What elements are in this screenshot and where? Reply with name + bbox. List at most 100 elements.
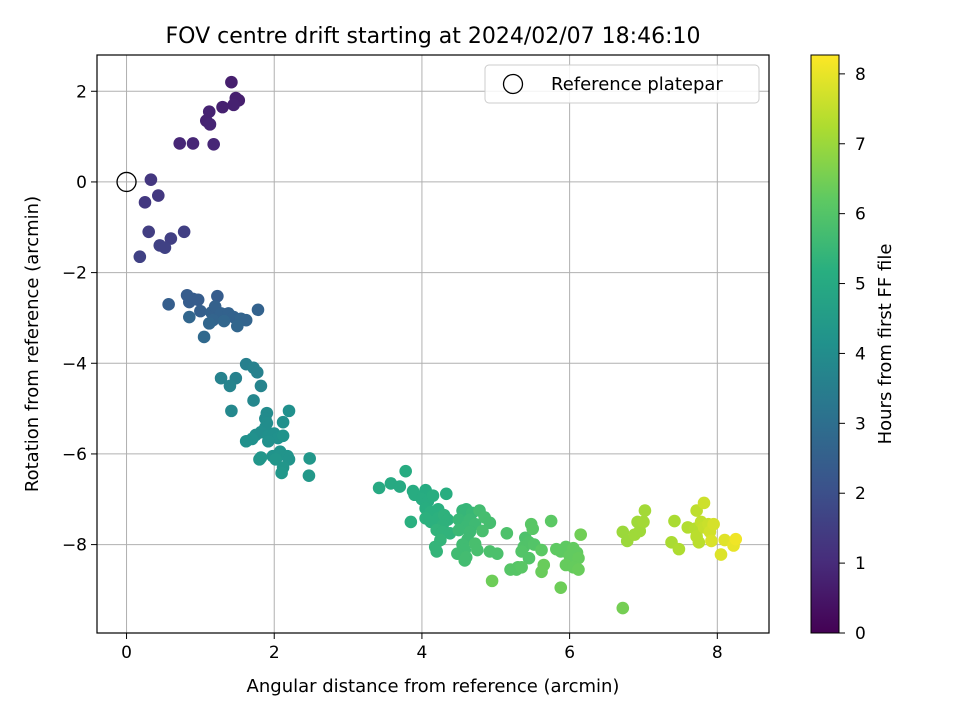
data-point — [515, 560, 528, 574]
y-tick-label: −4 — [62, 354, 87, 374]
x-axis-ticks: 0 2 4 6 8 — [121, 633, 723, 663]
data-point — [303, 452, 316, 465]
data-point — [522, 551, 536, 565]
data-point — [692, 536, 706, 549]
data-point — [393, 480, 407, 493]
data-point — [275, 466, 288, 480]
colorbar-tick-label: 1 — [855, 554, 866, 574]
plot-area-frame — [96, 54, 770, 634]
data-point — [254, 379, 268, 393]
data-point — [526, 522, 539, 536]
y-tick-label: 0 — [76, 173, 87, 193]
data-point — [452, 523, 466, 537]
x-tick-label: 2 — [269, 643, 280, 663]
data-point — [211, 289, 224, 303]
data-point — [535, 543, 548, 557]
data-point — [231, 319, 244, 333]
data-point — [186, 137, 200, 150]
colorbar-frame — [810, 54, 840, 634]
legend-open-circle-marker — [502, 73, 524, 95]
data-point — [162, 298, 175, 311]
legend: Reference platepar — [484, 64, 760, 104]
data-point — [404, 515, 418, 529]
chart-title: FOV centre drift starting at 2024/02/07 … — [166, 24, 701, 49]
data-point — [637, 515, 650, 529]
data-point — [207, 138, 220, 151]
data-point — [426, 489, 440, 502]
legend-box — [484, 64, 760, 104]
colorbar-tick-label: 7 — [855, 135, 866, 155]
data-point — [574, 528, 587, 541]
data-point — [544, 514, 558, 528]
data-point — [194, 304, 207, 318]
data-point — [183, 310, 196, 324]
colorbar-label: Hours from first FF file — [875, 244, 896, 445]
colorbar-ticks: 0 1 2 3 4 5 6 7 8 — [839, 65, 866, 644]
data-point — [253, 453, 266, 466]
data-point — [164, 232, 178, 245]
data-point — [247, 394, 260, 407]
data-point — [500, 526, 514, 540]
data-point — [138, 196, 152, 209]
data-point — [202, 317, 216, 330]
y-axis-ticks: 2 0 −2 −4 −6 −8 — [62, 82, 97, 556]
data-point — [142, 225, 155, 239]
data-point — [490, 547, 504, 560]
data-point — [707, 517, 720, 531]
data-point — [668, 514, 681, 528]
data-point — [239, 434, 253, 448]
legend-label-reference-platepar: Reference platepar — [551, 74, 723, 95]
data-point — [439, 487, 453, 501]
colorbar-tick-label: 2 — [855, 484, 866, 504]
data-point — [225, 404, 238, 418]
y-tick-label: −2 — [62, 264, 87, 284]
data-point — [638, 504, 652, 517]
data-point — [216, 100, 229, 114]
data-point — [616, 601, 630, 615]
colorbar-tick-label: 8 — [855, 65, 866, 85]
data-point — [302, 469, 316, 482]
data-point — [672, 542, 686, 556]
data-point — [203, 118, 217, 131]
y-tick-label: −6 — [62, 445, 87, 465]
data-point — [173, 137, 187, 150]
scatter-points — [133, 75, 743, 615]
data-point — [471, 543, 484, 557]
data-point — [535, 565, 548, 579]
data-point — [705, 534, 718, 548]
data-point — [729, 532, 743, 546]
y-tick-label: −8 — [62, 536, 87, 556]
x-tick-label: 4 — [417, 643, 428, 663]
data-point — [554, 581, 568, 594]
data-point — [372, 481, 386, 495]
y-axis-label: Rotation from reference (arcmin) — [22, 196, 43, 492]
data-point — [262, 434, 275, 448]
data-point — [250, 366, 264, 379]
colorbar-tick-label: 5 — [855, 275, 866, 295]
data-point — [177, 225, 191, 239]
data-point — [251, 303, 265, 317]
x-tick-label: 6 — [564, 643, 575, 663]
data-point — [697, 496, 711, 510]
colorbar-tick-label: 0 — [855, 624, 866, 644]
x-tick-label: 8 — [712, 643, 723, 663]
data-point — [191, 293, 205, 307]
x-tick-label: 0 — [121, 643, 132, 663]
colorbar-tick-label: 3 — [855, 414, 866, 434]
data-point — [399, 464, 412, 478]
y-tick-label: 2 — [76, 82, 87, 102]
colorbar-gradient — [811, 55, 839, 633]
data-point — [227, 98, 240, 112]
data-point — [158, 241, 172, 254]
data-point — [476, 524, 489, 538]
data-point — [225, 75, 238, 89]
data-point — [430, 545, 443, 558]
colorbar-tick-label: 4 — [855, 344, 866, 364]
data-point — [714, 548, 728, 561]
data-point — [276, 429, 290, 443]
colorbar: 0 1 2 3 4 5 6 7 8 Hours from first FF file — [810, 54, 896, 644]
data-point — [485, 574, 499, 588]
data-point — [214, 371, 228, 385]
data-point — [458, 554, 472, 567]
